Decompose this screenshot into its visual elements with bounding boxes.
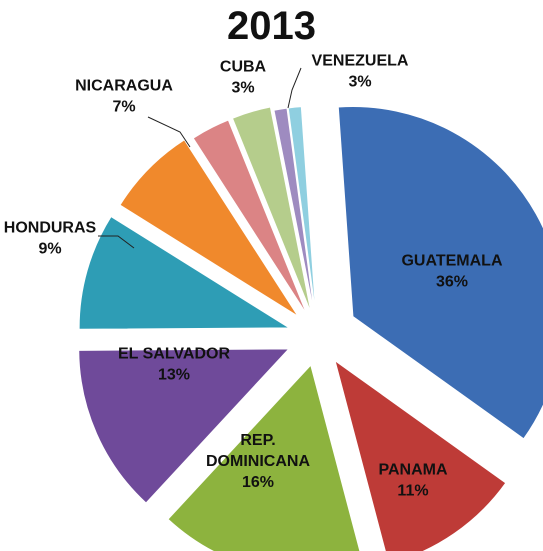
pie-slice-venezuela <box>231 106 312 314</box>
data-label-name: CUBA <box>220 59 267 76</box>
leader-line <box>98 235 135 249</box>
leader-line <box>287 67 302 109</box>
chart-title: 2013 <box>227 4 316 48</box>
data-label: VENEZUELA 3% <box>312 53 409 91</box>
data-label: HONDURAS 9% <box>4 220 97 258</box>
data-label-percent: 3% <box>231 80 254 97</box>
data-label-name: NICARAGUA <box>75 78 173 95</box>
data-label-name: HONDURAS <box>4 220 97 237</box>
pie-slice-group <box>167 364 361 551</box>
data-label-name: EL SALVADOR <box>118 346 230 363</box>
pie-slice-group <box>192 119 308 315</box>
data-label: PANAMA 11% <box>378 462 447 500</box>
data-label-percent: 16% <box>242 474 274 491</box>
data-label-percent: 36% <box>436 274 468 291</box>
data-label: CUBA 3% <box>220 59 267 97</box>
pie-slice-cuba <box>192 119 308 315</box>
data-label-name: VENEZUELA <box>312 53 409 70</box>
pie-slice-el-salvador <box>78 348 290 504</box>
leader-line <box>147 116 191 148</box>
pie-slice-nicaragua <box>119 139 299 317</box>
data-label-name: PANAMA <box>378 462 447 479</box>
data-label: GUATEMALA 36% <box>401 253 502 291</box>
data-label-percent: 13% <box>158 367 190 384</box>
data-label-percent: 7% <box>112 99 135 116</box>
pie-slice-group <box>78 215 291 330</box>
data-label-name: GUATEMALA <box>401 253 502 270</box>
data-label-percent: 3% <box>348 74 371 91</box>
pie-slice-group <box>273 107 316 317</box>
pie-slice-group <box>231 106 312 314</box>
pie-slice-group <box>337 106 543 440</box>
pie-slice-guatemala <box>337 106 543 440</box>
pie-slice-honduras <box>78 215 291 330</box>
data-label-name: REP. <box>240 432 275 449</box>
pie-slice-rep-dominicana <box>167 364 361 551</box>
pie-slice-group <box>334 359 507 551</box>
pie-slice-group <box>78 348 290 504</box>
data-label-name: DOMINICANA <box>206 453 310 470</box>
data-label: NICARAGUA 7% <box>75 78 173 116</box>
pie-slice <box>273 107 316 317</box>
data-label: EL SALVADOR 13% <box>118 346 230 384</box>
pie-slice-panama <box>334 359 507 551</box>
data-label-percent: 9% <box>38 241 61 258</box>
pie-slice-group <box>119 139 299 317</box>
data-label-percent: 11% <box>397 483 428 500</box>
data-label: REP. DOMINICANA 16% <box>206 432 310 491</box>
